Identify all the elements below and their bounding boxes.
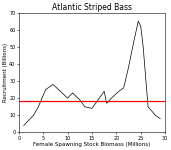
- Title: Atlantic Striped Bass: Atlantic Striped Bass: [52, 3, 132, 12]
- X-axis label: Female Spawning Stock Biomass (Millions): Female Spawning Stock Biomass (Millions): [33, 142, 151, 147]
- Y-axis label: Recruitment (Billions): Recruitment (Billions): [3, 43, 8, 102]
